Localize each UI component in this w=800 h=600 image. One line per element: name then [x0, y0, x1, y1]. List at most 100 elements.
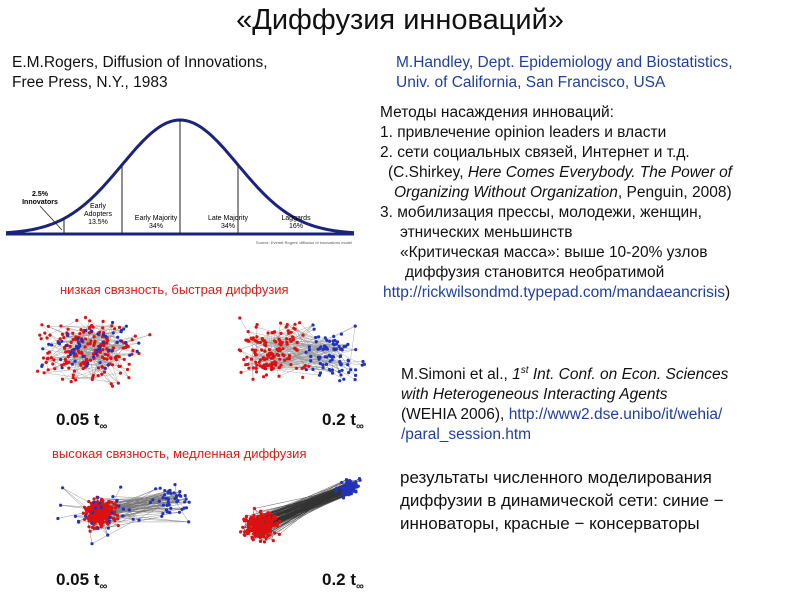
conservative-node: [255, 323, 259, 327]
simoni-authors: M.Simoni et al.,: [401, 366, 513, 384]
conservative-node: [263, 526, 267, 530]
chart-label-innovators: 2.5% Innovators: [22, 191, 58, 206]
conservative-node: [273, 531, 277, 535]
innovator-node: [353, 324, 357, 328]
conservative-node: [270, 361, 274, 365]
conservative-node: [105, 341, 109, 345]
rickwilson-link[interactable]: http://rickwilsondmd.typepad.com/mandaea…: [383, 284, 726, 301]
innovator-node: [340, 480, 344, 485]
network-edge: [117, 353, 140, 357]
conservative-node: [254, 533, 259, 537]
innovator-node: [121, 514, 125, 518]
network-edge: [44, 372, 119, 384]
conservative-node: [122, 357, 126, 361]
conservative-node: [83, 345, 87, 349]
simoni-ordinal-suffix: st: [520, 365, 529, 376]
wehia-link-part1[interactable]: http://www2.dse.unibo/it/wehia/: [508, 406, 723, 424]
innovator-node: [89, 329, 93, 333]
network-edge: [105, 501, 177, 515]
conservative-node: [285, 337, 289, 341]
network-edge: [81, 338, 118, 343]
wehia-link-part2[interactable]: /paral_session.htm: [401, 426, 532, 444]
conservative-node: [60, 377, 65, 381]
conservative-node: [245, 519, 249, 523]
results-line1: результаты численного моделирования: [400, 468, 712, 487]
conservative-node: [301, 333, 305, 337]
shirkey-postfix: , Penguin, 2008): [617, 184, 732, 201]
innovator-node: [345, 484, 349, 488]
innovator-node: [50, 343, 54, 347]
innovator-node: [309, 359, 313, 363]
conservative-node: [283, 358, 287, 362]
conservative-node: [277, 337, 281, 341]
innovator-node: [354, 489, 358, 493]
innovator-node: [111, 331, 115, 335]
innovator-node: [98, 345, 102, 349]
innovator-node: [90, 521, 94, 525]
innovator-node: [346, 363, 350, 367]
conservative-node: [253, 522, 257, 526]
conservative-node: [254, 325, 258, 329]
innovator-node: [328, 354, 332, 358]
conservative-node: [89, 339, 93, 343]
conservative-node: [250, 337, 255, 341]
conservative-node: [251, 366, 256, 370]
conservative-node: [69, 380, 73, 384]
innovator-node: [81, 354, 85, 359]
conservative-node: [90, 323, 94, 328]
conservative-node: [268, 526, 272, 531]
conservative-node: [109, 356, 113, 360]
network-edge: [89, 327, 96, 342]
innovator-node: [57, 341, 61, 345]
network-edge: [279, 360, 311, 368]
network-edge: [51, 340, 82, 358]
innovator-node: [97, 347, 101, 351]
network-edge: [287, 358, 333, 360]
conservative-node: [75, 318, 79, 322]
innovator-node: [339, 332, 343, 336]
conservative-node: [266, 523, 270, 527]
innovator-node: [107, 519, 111, 523]
innovator-node: [318, 361, 322, 366]
conservative-node: [98, 510, 102, 514]
conservative-node: [264, 536, 268, 541]
innovator-node: [137, 341, 141, 345]
innovator-node: [335, 486, 339, 490]
chart-label-early-majority: Early Majority 34%: [135, 215, 178, 230]
conservative-node: [251, 526, 255, 531]
conservative-node: [253, 353, 258, 357]
methods-item2: 2. сети социальных связей, Интернет и т.…: [380, 144, 690, 161]
conservative-node: [254, 370, 259, 374]
innovator-node: [187, 500, 191, 504]
conservative-node: [284, 325, 288, 329]
conservative-node: [264, 364, 268, 368]
conservative-node: [110, 363, 115, 367]
innovator-node: [165, 510, 169, 514]
conservative-node: [43, 331, 47, 335]
conservative-node: [254, 360, 258, 364]
conservative-node: [250, 518, 254, 522]
innovator-node: [339, 354, 343, 358]
innovator-node: [357, 477, 362, 481]
innovator-node: [337, 370, 341, 374]
simoni-conf1: Int. Conf. on Econ. Sciences: [528, 366, 729, 384]
network-high-early: [56, 483, 191, 546]
conservative-node: [72, 369, 76, 373]
innovator-node: [119, 485, 123, 489]
methods-item3b: этнических меньшинств: [400, 224, 573, 241]
network-edge: [47, 358, 62, 366]
conservative-node: [74, 378, 78, 382]
network-edge: [262, 361, 331, 368]
conservative-node: [274, 361, 278, 365]
network-edge: [79, 345, 94, 357]
conservative-node: [110, 500, 114, 504]
innovator-node: [317, 335, 321, 339]
network-edge: [239, 317, 252, 339]
conservative-node: [271, 518, 275, 522]
conservative-node: [101, 326, 105, 330]
innovator-node: [175, 500, 179, 504]
conservative-node: [82, 517, 87, 521]
conservative-node: [71, 331, 75, 335]
page-title: «Диффузия инноваций»: [236, 4, 564, 36]
innovator-node: [103, 366, 107, 370]
